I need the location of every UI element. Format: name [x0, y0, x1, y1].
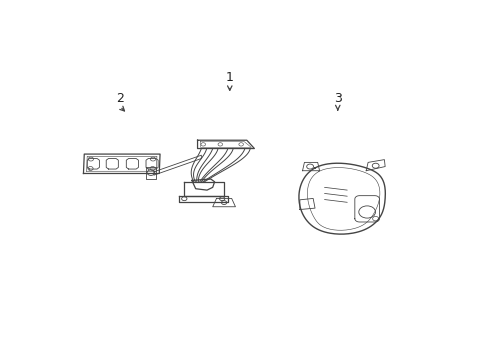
Text: 3: 3	[333, 92, 341, 105]
Text: 1: 1	[225, 71, 233, 84]
Text: 2: 2	[116, 92, 123, 105]
